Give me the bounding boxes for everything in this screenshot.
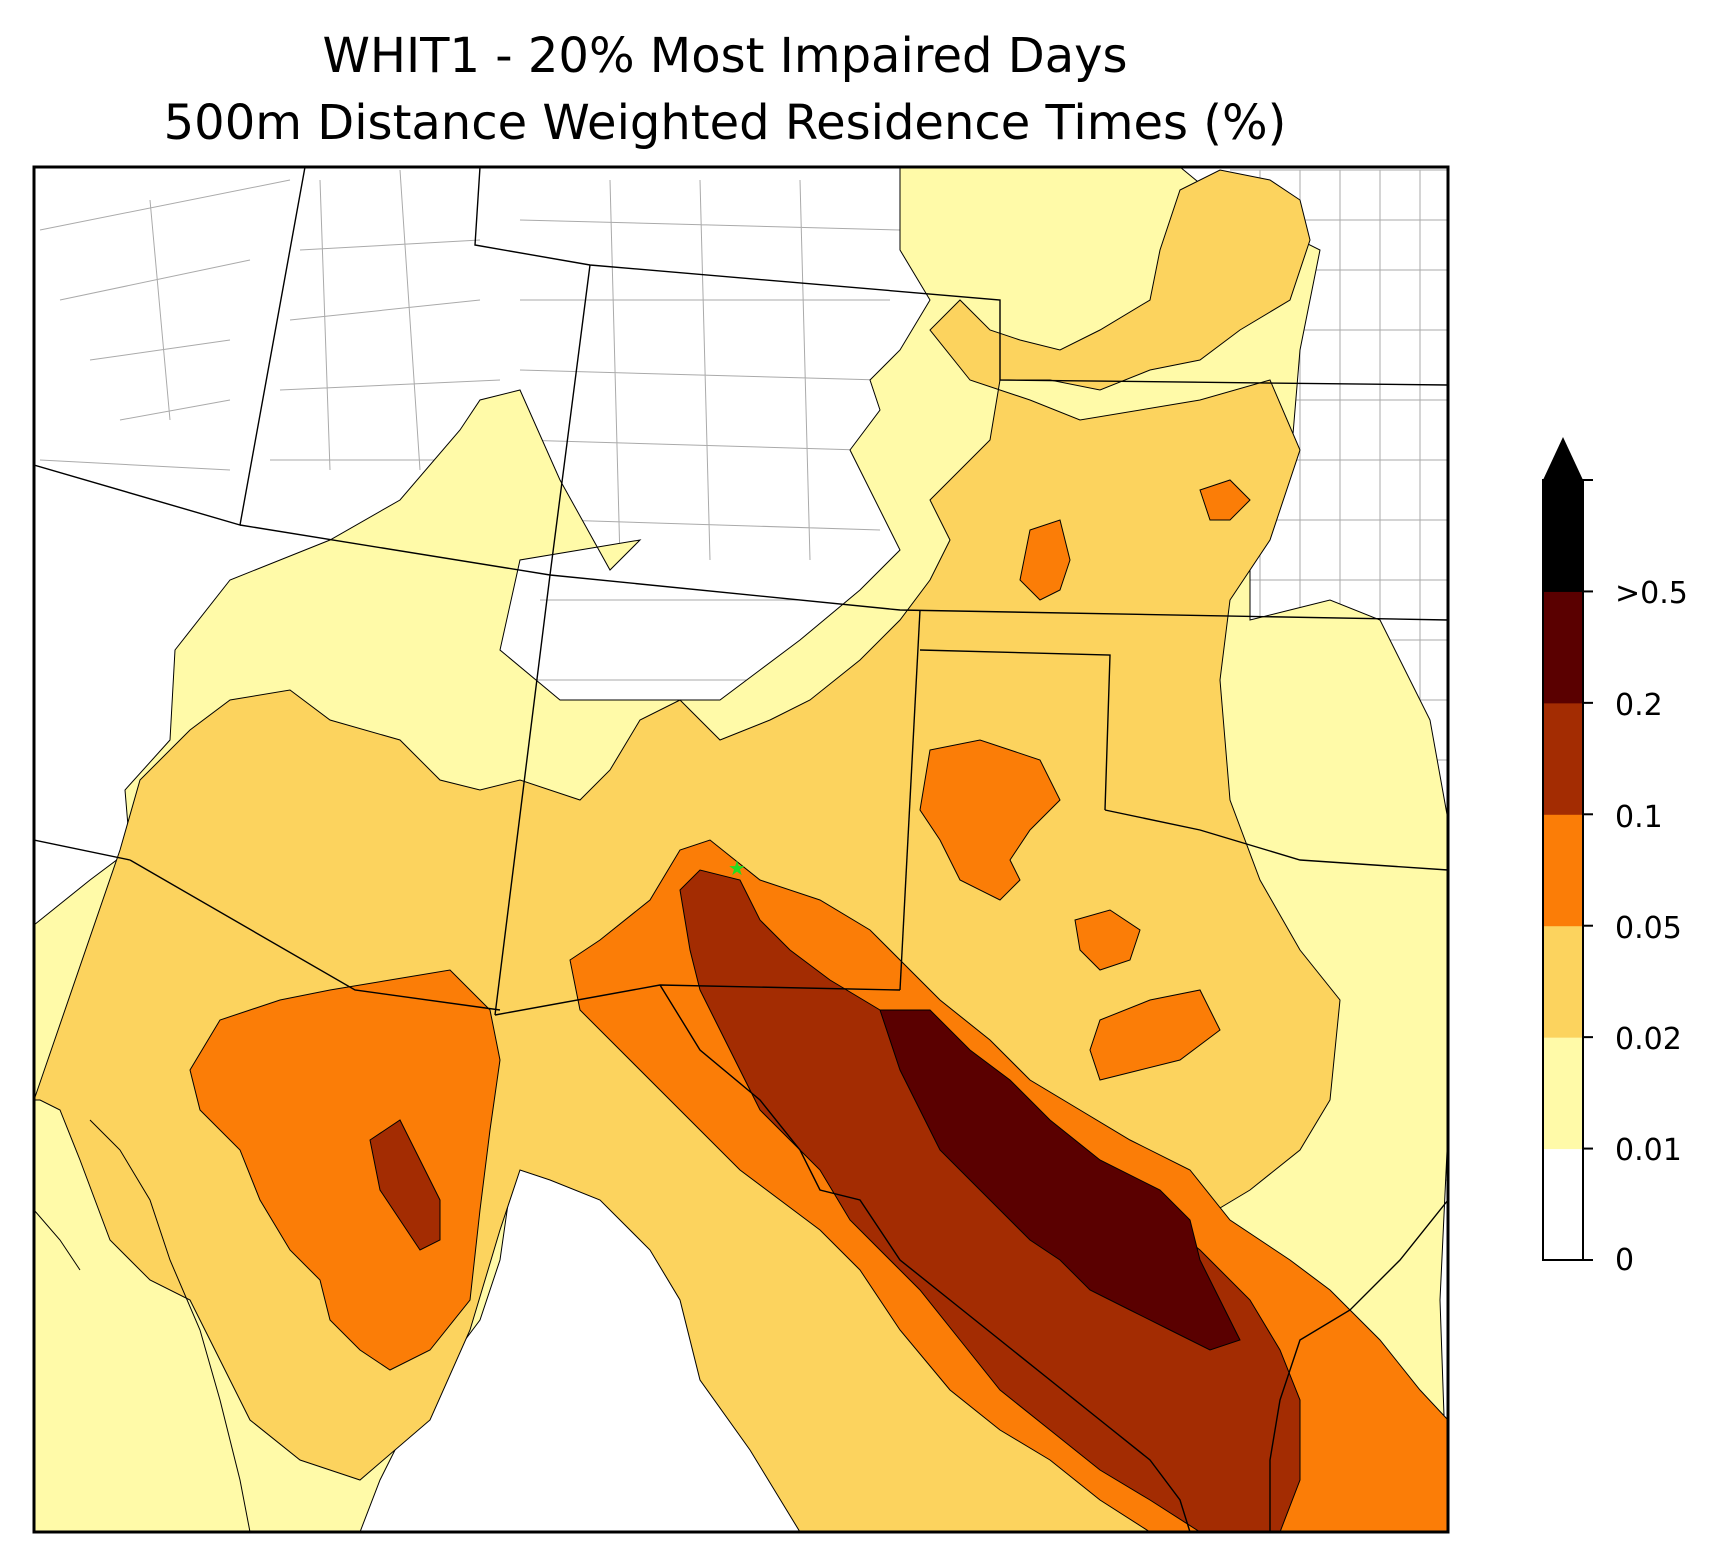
contour-level-0.05: [1074, 909, 1141, 971]
colorbar-extend-arrow: [1543, 437, 1583, 480]
contour-level-0.05: [1089, 989, 1221, 1081]
contour-level-0.05: [919, 739, 1061, 901]
colorbar-tick-label-6: >0.5: [1615, 576, 1688, 611]
map-frame: [32, 165, 1450, 1534]
colorbar-tick-label-0: 0: [1615, 1243, 1635, 1278]
colorbar-swatch-2: [1543, 925, 1583, 1038]
colorbar-swatch-0: [1543, 1148, 1583, 1261]
contour-level-0.05: [1019, 519, 1071, 601]
map-area: [34, 167, 1448, 1532]
site-marker-star: ★: [728, 856, 746, 880]
colorbar-swatch-6: [1543, 480, 1583, 592]
state-borders: [34, 167, 1448, 1532]
colorbar-tick-label-5: 0.2: [1615, 688, 1663, 723]
contour-level-0.1: [679, 869, 1301, 1532]
contour-level-0.2: [879, 1009, 1241, 1351]
map-title-line2: 500m Distance Weighted Residence Times (…: [163, 95, 1287, 151]
colorbar-swatch-3: [1543, 814, 1583, 927]
colorbar-swatch-4: [1543, 702, 1583, 815]
colorbar-tick-label-2: 0.02: [1615, 1022, 1682, 1057]
colorbar-swatch-1: [1543, 1037, 1583, 1150]
contour-level-0.05: [1199, 479, 1251, 521]
residence-time-contours: [34, 167, 1448, 1532]
colorbar-tick-label-1: 0.01: [1615, 1133, 1682, 1168]
map-title-line1: WHIT1 - 20% Most Impaired Days: [322, 28, 1128, 84]
colorbar: [1542, 437, 1593, 1261]
colorbar-tick-label-4: 0.1: [1615, 800, 1663, 835]
colorbar-tick-label-3: 0.05: [1615, 911, 1682, 946]
contour-level-0.1: [369, 1119, 441, 1251]
coastline: [34, 1119, 251, 1532]
colorbar-swatch-5: [1543, 591, 1583, 704]
